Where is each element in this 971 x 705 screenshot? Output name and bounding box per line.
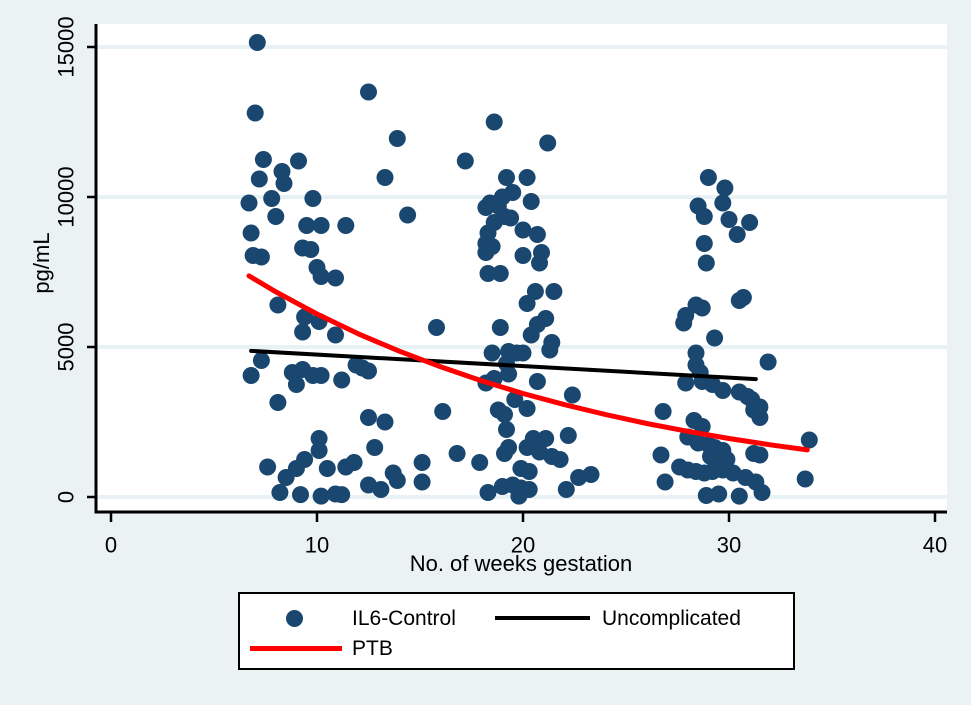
svg-text:10000: 10000 (54, 166, 79, 227)
x-axis-title: No. of weeks gestation (409, 551, 633, 576)
legend-marker-il6-dot-icon (286, 610, 303, 627)
svg-text:5000: 5000 (54, 323, 79, 372)
legend-line-ptb-icon (250, 646, 342, 651)
svg-text:15000: 15000 (54, 16, 79, 77)
svg-text:20: 20 (511, 533, 535, 558)
svg-text:10: 10 (305, 533, 329, 558)
svg-text:0: 0 (54, 491, 79, 503)
legend-label-il6: IL6-Control (352, 607, 456, 630)
legend: IL6-Control Uncomplicated PTB (238, 592, 795, 670)
legend-label-ptb: PTB (352, 637, 393, 660)
legend-line-uncomplicated-icon (495, 616, 590, 620)
svg-text:0: 0 (105, 533, 117, 558)
svg-text:40: 40 (923, 533, 947, 558)
y-axis-title: pg/mL (29, 232, 54, 294)
svg-text:30: 30 (717, 533, 741, 558)
legend-label-uncomplicated: Uncomplicated (602, 607, 741, 630)
